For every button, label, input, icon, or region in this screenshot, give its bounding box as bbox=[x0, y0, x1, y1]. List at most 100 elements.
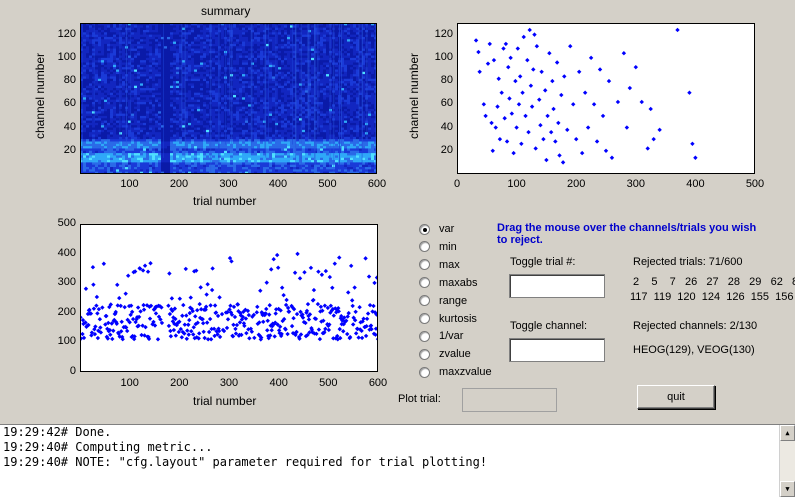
heatmap-cell bbox=[320, 62, 324, 66]
heatmap-cell bbox=[203, 83, 207, 87]
heatmap-cell bbox=[218, 97, 222, 100]
heatmap-cell bbox=[311, 136, 315, 140]
heatmap-cell bbox=[131, 127, 135, 131]
heatmap-cell bbox=[311, 43, 315, 47]
heatmap-cell bbox=[206, 76, 210, 80]
heatmap-cell bbox=[116, 83, 120, 87]
heatmap-cell bbox=[167, 90, 171, 93]
heatmap-cell bbox=[278, 125, 282, 128]
heatmap-cell bbox=[350, 27, 354, 31]
heatmap-cell bbox=[158, 101, 162, 105]
heatmap-cell bbox=[119, 41, 123, 45]
heatmap-cell bbox=[290, 23, 294, 26]
heatmap-cell bbox=[326, 67, 330, 70]
heatmap-cell bbox=[152, 32, 156, 35]
heatmap-cell bbox=[296, 111, 300, 114]
heatmap-cell bbox=[131, 95, 135, 98]
heatmap-cell bbox=[320, 69, 324, 73]
heatmap-cell bbox=[221, 23, 225, 26]
heatmap-cell bbox=[146, 23, 150, 26]
heatmap-cell bbox=[311, 99, 315, 103]
heatmap-cell bbox=[311, 71, 315, 75]
heatmap-cell bbox=[128, 85, 132, 89]
heatmap-cell bbox=[164, 108, 168, 112]
heatmap-cell bbox=[233, 57, 237, 61]
heatmap-cell bbox=[257, 81, 261, 84]
heatmap-cell bbox=[266, 64, 270, 68]
heatmap-cell bbox=[113, 64, 117, 68]
heatmap-cell bbox=[191, 136, 195, 140]
heatmap-cell bbox=[218, 129, 222, 133]
heatmap-cell bbox=[215, 23, 219, 26]
heatmap-cell bbox=[185, 139, 189, 142]
heatmap-cell bbox=[98, 41, 102, 45]
heatmap-cell bbox=[356, 39, 360, 42]
heatmap-cell bbox=[101, 76, 105, 80]
heatmap-cell bbox=[164, 83, 168, 87]
heatmap-cell bbox=[293, 115, 297, 119]
heatmap-cell bbox=[107, 120, 111, 124]
heatmap-cell bbox=[215, 95, 219, 98]
heatmap-cell bbox=[128, 60, 132, 63]
summary-heatmap[interactable] bbox=[80, 23, 377, 174]
heatmap-cell bbox=[212, 129, 216, 133]
heatmap-cell bbox=[248, 78, 252, 82]
heatmap-cell bbox=[266, 99, 270, 103]
heatmap-cell bbox=[86, 106, 90, 110]
heatmap-cell bbox=[179, 108, 183, 112]
heatmap-cell bbox=[215, 71, 219, 75]
heatmap-cell bbox=[257, 122, 261, 126]
heatmap-cell bbox=[260, 92, 264, 96]
heatmap-cell bbox=[281, 76, 285, 80]
heatmap-cell bbox=[92, 48, 96, 52]
heatmap-cell bbox=[317, 50, 321, 54]
heatmap-cell bbox=[83, 136, 87, 140]
heatmap-cell bbox=[239, 95, 243, 98]
heatmap-cell bbox=[101, 36, 105, 40]
heatmap-cell bbox=[80, 39, 84, 42]
heatmap-cell bbox=[284, 57, 288, 61]
heatmap-cell bbox=[218, 27, 222, 31]
heatmap-cell bbox=[335, 39, 339, 42]
heatmap-cell bbox=[242, 50, 246, 54]
heatmap-cell bbox=[104, 125, 108, 128]
heatmap-cell bbox=[248, 32, 252, 35]
heatmap-cell bbox=[194, 29, 198, 33]
heatmap-cell bbox=[140, 111, 144, 114]
heatmap-cell bbox=[158, 132, 162, 135]
heatmap-cell bbox=[128, 113, 132, 117]
heatmap-cell bbox=[101, 88, 105, 91]
heatmap-cell bbox=[149, 92, 153, 96]
heatmap-cell bbox=[101, 39, 105, 42]
heatmap-cell bbox=[347, 67, 351, 70]
heatmap-cell bbox=[197, 43, 201, 47]
heatmap-cell bbox=[266, 129, 270, 133]
heatmap-cell bbox=[212, 92, 216, 96]
heatmap-cell bbox=[242, 62, 246, 66]
heatmap-cell bbox=[227, 23, 231, 26]
heatmap-cell bbox=[236, 39, 240, 42]
heatmap-cell bbox=[269, 64, 273, 68]
heatmap-cell bbox=[212, 81, 216, 84]
heatmap-cell bbox=[200, 25, 204, 28]
heatmap-cell bbox=[293, 90, 297, 93]
heatmap-cell bbox=[317, 39, 321, 42]
heatmap-cell bbox=[116, 92, 120, 96]
heatmap-cell bbox=[86, 111, 90, 114]
heatmap-cell bbox=[218, 85, 222, 89]
heatmap-cell bbox=[137, 78, 141, 82]
heatmap-cell bbox=[302, 53, 306, 56]
heatmap-cell bbox=[176, 122, 180, 126]
heatmap-cell bbox=[284, 99, 288, 103]
heatmap-cell bbox=[335, 120, 339, 124]
heatmap-cell bbox=[254, 127, 258, 131]
heatmap-cell bbox=[320, 136, 324, 140]
heatmap-cell bbox=[296, 60, 300, 63]
heatmap-cell bbox=[89, 41, 93, 45]
heatmap-cell bbox=[173, 57, 177, 61]
heatmap-cell bbox=[272, 115, 276, 119]
heatmap-cell bbox=[281, 41, 285, 45]
heatmap-cell bbox=[113, 139, 117, 142]
heatmap-cell bbox=[188, 104, 192, 107]
heatmap-cell bbox=[137, 90, 141, 93]
